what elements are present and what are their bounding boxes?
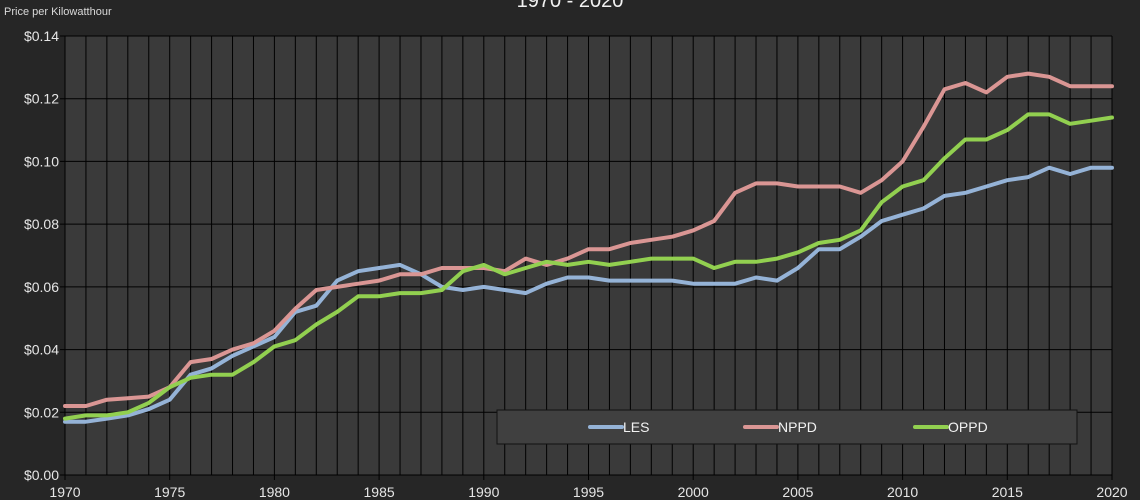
x-tick-label: 1985: [364, 484, 395, 500]
series-lines: [63, 71, 1114, 424]
y-tick-label: $0.04: [24, 342, 59, 358]
y-tick-label: $0.12: [24, 91, 59, 107]
x-tick-label: 2015: [992, 484, 1023, 500]
y-axis-title: Price per Kilowatthour: [4, 6, 112, 18]
series-line-nppd: [63, 71, 1114, 408]
x-tick-label: 1975: [154, 484, 185, 500]
y-tick-label: $0.00: [24, 467, 59, 483]
x-tick-label: 2005: [782, 484, 813, 500]
y-tick-label: $0.14: [24, 28, 59, 44]
x-tick-label: 1995: [573, 484, 604, 500]
x-tick-label: 1970: [49, 484, 80, 500]
chart-title: 1970 - 2020: [517, 0, 624, 12]
y-axis: $0.00 $0.02 $0.04 $0.06 $0.08 $0.10 $0.12 $0.14: [24, 28, 59, 483]
legend: LES NPPD OPPD: [496, 409, 1078, 445]
series-line-les: [63, 165, 1114, 424]
series-line-oppd: [63, 112, 1114, 421]
x-tick-label: 2010: [887, 484, 918, 500]
x-tick-label: 1990: [468, 484, 499, 500]
legend-label-oppd: OPPD: [948, 419, 988, 435]
x-tick-label: 2020: [1096, 484, 1127, 500]
y-tick-label: $0.06: [24, 279, 59, 295]
legend-label-les: LES: [623, 419, 649, 435]
y-tick-label: $0.02: [24, 404, 59, 420]
x-tick-label: 1980: [259, 484, 290, 500]
x-tick-label: 2000: [678, 484, 709, 500]
x-axis: 1970 1975 1980 1985 1990 1995 2000 2005 2010 2015…: [49, 475, 1128, 500]
legend-label-nppd: NPPD: [778, 419, 817, 435]
y-tick-label: $0.08: [24, 216, 59, 232]
y-tick-label: $0.10: [24, 153, 59, 169]
gridlines: [60, 35, 1113, 476]
